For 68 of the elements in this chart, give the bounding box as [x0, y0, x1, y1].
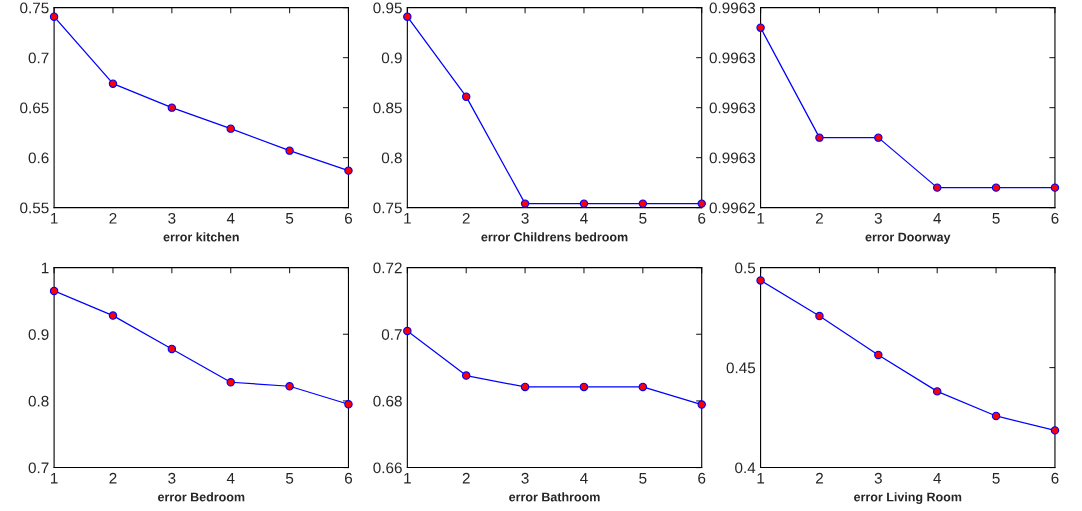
- x-axis-title: error Doorway: [865, 232, 951, 244]
- x-axis-title: error Bathroom: [509, 492, 600, 502]
- y-tick-label: 0.55: [20, 202, 49, 214]
- y-tick-label: 0.45: [726, 362, 756, 374]
- x-tick-label: 6: [698, 472, 706, 484]
- x-tick-label: 6: [345, 212, 353, 224]
- x-tick-label: 6: [345, 472, 353, 484]
- x-tick-label: 1: [51, 472, 58, 484]
- x-tick-label: 3: [521, 472, 529, 484]
- x-tick-label: 6: [1051, 212, 1059, 224]
- y-tick-label: 0.9963: [709, 102, 756, 114]
- x-tick-label: 5: [639, 472, 647, 484]
- x-tick-label: 2: [815, 212, 823, 224]
- x-tick-label: 3: [874, 212, 882, 224]
- y-tick-label: 0.9963: [709, 152, 756, 164]
- y-tick-label: 0.7: [381, 329, 402, 340]
- x-tick-label: 3: [168, 472, 176, 484]
- y-tick-label: 0.9962: [709, 202, 755, 214]
- x-tick-label: 5: [285, 213, 294, 224]
- x-tick-label: 1: [757, 472, 765, 484]
- y-tick-label: 0.7: [28, 462, 49, 474]
- x-tick-label: 5: [285, 472, 294, 484]
- y-tick-label: 0.5: [735, 262, 756, 274]
- x-tick-label: 4: [226, 213, 235, 224]
- x-tick-label: 4: [933, 472, 941, 484]
- x-tick-label: 3: [521, 212, 529, 224]
- y-tick-label: 0.9: [28, 329, 49, 340]
- x-tick-label: 2: [815, 472, 823, 484]
- y-tick-label: 0.68: [373, 395, 402, 407]
- y-tick-label: 0.65: [20, 102, 49, 114]
- x-tick-label: 2: [462, 212, 470, 224]
- x-tick-label: 5: [992, 213, 1000, 224]
- x-tick-label: 1: [404, 213, 411, 224]
- x-axis-title: error Childrens bedroom: [481, 232, 628, 242]
- x-tick-label: 1: [51, 213, 58, 224]
- y-tick-label: 0.85: [373, 102, 402, 114]
- x-tick-label: 2: [109, 472, 117, 484]
- x-tick-label: 2: [109, 212, 117, 224]
- x-tick-label: 4: [580, 213, 588, 224]
- x-tick-label: 5: [992, 472, 1000, 484]
- y-tick-label: 0.95: [373, 2, 402, 14]
- x-axis-title: error Living Room: [854, 492, 962, 504]
- y-tick-label: 0.8: [28, 395, 49, 407]
- y-tick-label: 0.72: [373, 262, 402, 274]
- x-tick-label: 4: [580, 472, 588, 484]
- x-tick-label: 1: [757, 213, 765, 224]
- y-tick-label: 0.9963: [709, 2, 756, 14]
- x-tick-label: 5: [639, 213, 647, 224]
- x-tick-label: 3: [168, 212, 176, 224]
- y-tick-label: 1: [41, 262, 49, 274]
- y-tick-label: 0.4: [735, 462, 756, 474]
- y-tick-label: 0.7: [28, 52, 49, 64]
- x-axis-title: error kitchen: [163, 232, 239, 242]
- x-tick-label: 6: [698, 212, 706, 224]
- x-tick-label: 6: [1051, 472, 1059, 484]
- x-tick-label: 1: [404, 472, 411, 484]
- y-tick-label: 0.9963: [709, 52, 756, 64]
- x-tick-label: 4: [933, 213, 941, 224]
- y-tick-label: 0.75: [373, 202, 402, 214]
- x-tick-label: 3: [874, 472, 882, 484]
- x-tick-label: 2: [462, 472, 470, 484]
- y-tick-label: 0.6: [28, 152, 49, 164]
- x-tick-label: 4: [226, 472, 235, 484]
- y-tick-label: 0.66: [373, 462, 402, 474]
- y-tick-label: 0.75: [20, 2, 49, 14]
- y-tick-label: 0.8: [381, 152, 402, 164]
- y-tick-label: 0.9: [381, 52, 402, 64]
- x-axis-title: error Bedroom: [158, 492, 245, 502]
